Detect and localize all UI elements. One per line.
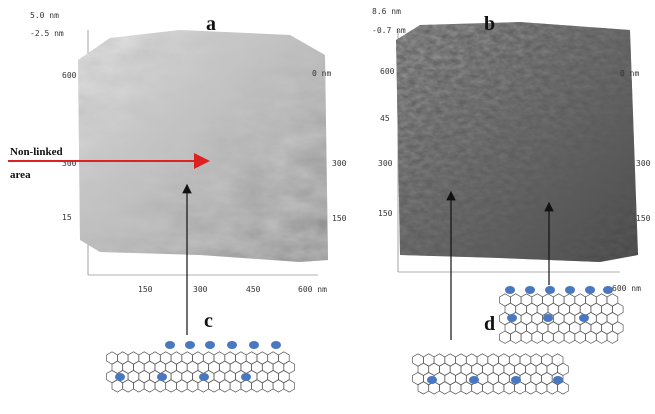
metal-center [249,341,259,349]
ring [134,380,145,392]
panel-label: c [204,310,213,332]
bottom-tick: 150 [138,285,153,294]
bottom-tick: 450 [246,285,261,294]
metal-center [115,373,125,381]
bottom-tick: 600 nm [612,284,641,293]
ring [482,382,493,394]
ring [586,331,597,343]
figure: 5.0 nm -2.5 nm 600 300 15 0 nm 300 150 1… [0,0,655,414]
ring [241,380,252,392]
bottom-tick: 600 nm [298,285,327,294]
panel-label: a [206,13,216,35]
metal-center [427,376,437,384]
ring [461,382,472,394]
metal-center [157,373,167,381]
metal-center [565,286,575,294]
metal-center [525,286,535,294]
metal-center [241,373,251,381]
z-bottom: -0.7 nm [372,26,406,35]
ring [155,380,166,392]
metal-center [469,376,479,384]
ring [607,331,618,343]
right-tick: 300 [636,159,651,168]
annotation: area [10,169,31,181]
right-tick: 150 [636,214,651,223]
metal-center [227,341,237,349]
left-tick: 150 [378,209,393,218]
ring [521,331,532,343]
z-top: 8.6 nm [372,7,401,16]
left-tick: 600 [380,67,395,76]
ring [440,382,451,394]
metal-center [585,286,595,294]
panel-label: b [484,13,495,35]
ring [504,382,515,394]
ring [525,382,536,394]
ring [166,380,177,392]
ring [273,380,284,392]
bottom-tick: 300 [193,285,208,294]
molecule-d [413,286,623,394]
afm-panel-a: 5.0 nm -2.5 nm 600 300 15 0 nm 300 150 1… [30,11,347,294]
annotation: Non-linked [10,146,63,158]
metal-center [507,314,517,322]
ring [553,331,564,343]
metal-center [579,314,589,322]
metal-center [185,341,195,349]
afm-panel-b: 8.6 nm -0.7 nm 600 45 300 150 0 nm 300 1… [372,7,651,293]
ring [543,331,554,343]
metal-center [199,373,209,381]
ring [510,331,521,343]
ring [418,382,429,394]
z-bottom: -2.5 nm [30,29,64,38]
ring [198,380,209,392]
left-tick: 300 [378,159,393,168]
metal-center [165,341,175,349]
ring [209,380,220,392]
left-tick: 15 [62,213,72,222]
ring [219,380,230,392]
ring [500,331,511,343]
right-tick: 0 nm [620,69,639,78]
ring [144,380,155,392]
ring [596,331,607,343]
ring [187,380,198,392]
left-tick: 45 [380,114,390,123]
metal-center [271,341,281,349]
panel-label: d [484,313,495,335]
ring [564,331,575,343]
z-top: 5.0 nm [30,11,59,20]
ring [123,380,134,392]
metal-center [603,286,613,294]
right-tick: 300 [332,159,347,168]
metal-center [543,314,553,322]
ring [112,380,123,392]
ring [536,382,547,394]
ring [176,380,187,392]
ring [575,331,586,343]
right-tick: 150 [332,214,347,223]
ring [252,380,263,392]
left-tick: 600 [62,71,77,80]
ring [532,331,543,343]
molecule-c [107,341,295,392]
right-tick: 0 nm [312,69,331,78]
metal-center [205,341,215,349]
ring [493,382,504,394]
metal-center [505,286,515,294]
ring [230,380,241,392]
metal-center [511,376,521,384]
ring [262,380,273,392]
metal-center [553,376,563,384]
ring [284,380,295,392]
metal-center [545,286,555,294]
ring [450,382,461,394]
